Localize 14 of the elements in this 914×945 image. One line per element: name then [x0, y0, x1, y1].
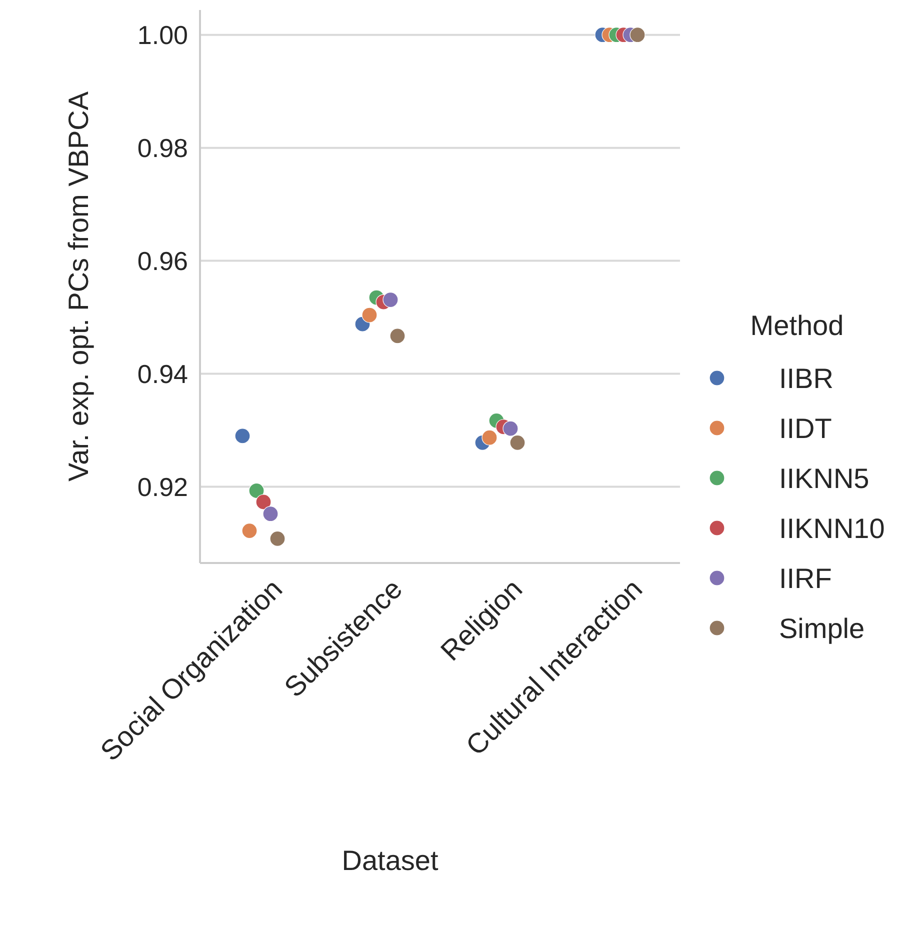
x-axis-title: Dataset [342, 845, 438, 876]
y-tick-label: 0.98 [137, 132, 188, 163]
y-tick-label: 0.96 [137, 246, 188, 276]
y-tick-label: 0.94 [137, 358, 188, 389]
y-axis-title: Var. exp. opt. PCs from VBPCA [63, 91, 94, 482]
legend-label: IIDT [779, 412, 832, 444]
legend-label: IIBR [779, 362, 834, 394]
legend-label: IIKNN10 [779, 512, 885, 544]
y-tick-label: 1.00 [137, 20, 188, 50]
y-tick-label: 0.92 [137, 472, 188, 502]
legend-label: IIRF [779, 562, 832, 594]
legend-title: Method [750, 310, 844, 341]
legend-label: Simple [779, 612, 865, 644]
legend-label: IIKNN5 [779, 462, 870, 494]
